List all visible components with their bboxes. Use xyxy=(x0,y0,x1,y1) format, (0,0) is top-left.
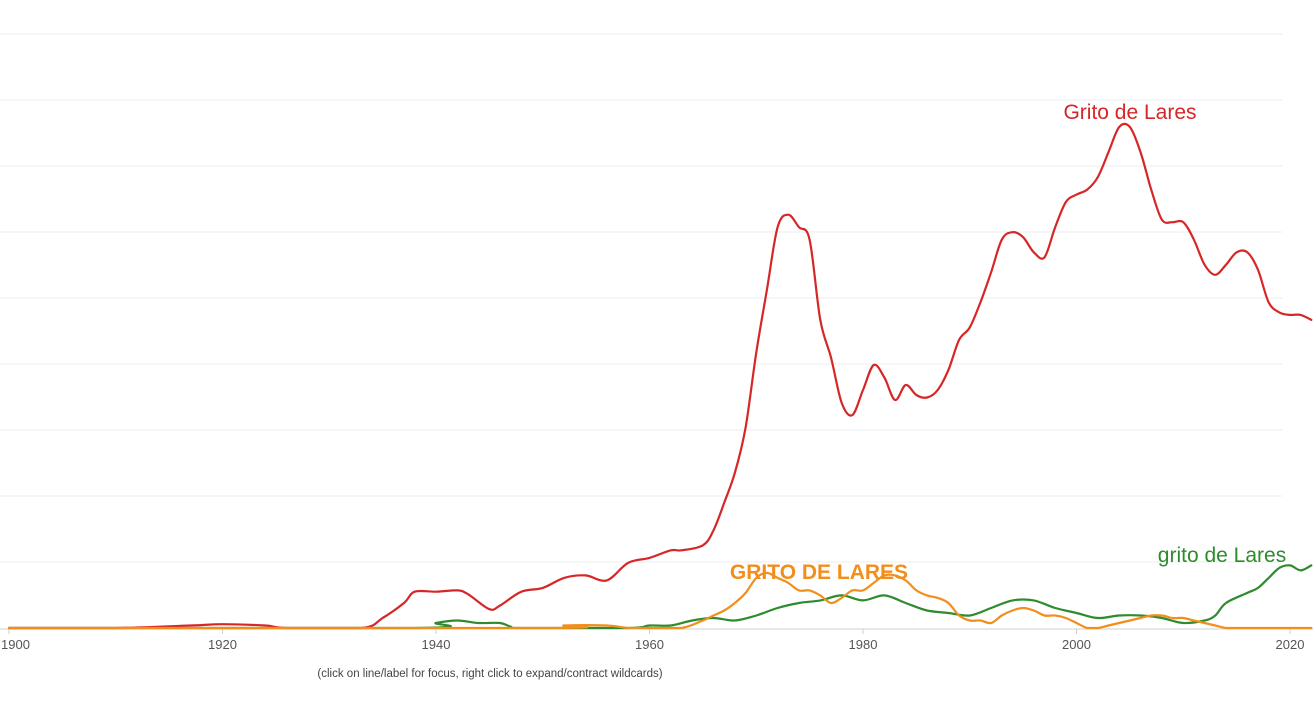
series-label-grito-de-lares-title-case[interactable]: Grito de Lares xyxy=(1063,101,1196,124)
chart-footnote: (click on line/label for focus, right cl… xyxy=(317,668,663,680)
series-labels: Grito de Lares GRITO DE LARES grito de Lar… xyxy=(730,101,1286,584)
x-tick-label-1920: 1920 xyxy=(208,637,237,652)
series-line-grito-de-lares-lower-case[interactable] xyxy=(7,564,1313,630)
series-line-grito-de-lares-upper-case[interactable] xyxy=(7,571,1313,630)
x-tick-label-1900: 1900 xyxy=(1,637,30,652)
series-lines xyxy=(7,122,1313,630)
series-label-grito-de-lares-lower-case[interactable]: grito de Lares xyxy=(1158,544,1286,567)
x-tick-label-1980: 1980 xyxy=(849,637,878,652)
x-tick-label-2020: 2020 xyxy=(1276,637,1305,652)
x-tick-label-1940: 1940 xyxy=(422,637,451,652)
x-tick-label-1960: 1960 xyxy=(635,637,664,652)
series-line-grito-de-lares-title-case[interactable] xyxy=(7,122,1313,630)
grid-lines xyxy=(0,33,1282,563)
x-axis: 1900 1920 1940 1960 1980 2000 2020 xyxy=(0,628,1313,652)
x-tick-label-2000: 2000 xyxy=(1062,637,1091,652)
series-label-grito-de-lares-upper-case[interactable]: GRITO DE LARES xyxy=(730,561,908,584)
